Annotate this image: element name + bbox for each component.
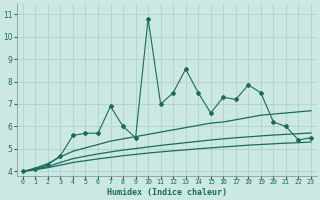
X-axis label: Humidex (Indice chaleur): Humidex (Indice chaleur) (107, 188, 227, 197)
